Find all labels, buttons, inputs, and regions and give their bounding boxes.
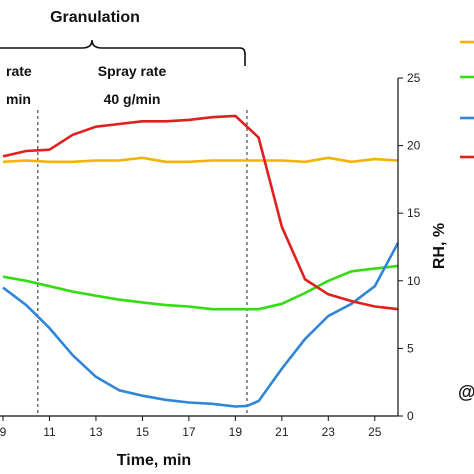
x-tick-label: 13: [89, 425, 103, 439]
phase-dividers: [37, 110, 248, 416]
series-line-3: [2, 114, 399, 311]
x-tick-label: 11: [43, 425, 56, 439]
left-segment-line1: rate: [6, 63, 32, 79]
right-segment-line2: 40 g/min: [104, 91, 161, 107]
series-layer: [2, 114, 400, 408]
x-tick-label: 21: [275, 425, 289, 439]
right-segment-line1: Spray rate: [98, 63, 167, 79]
x-tick-label: 23: [322, 425, 336, 439]
left-segment-line2: min: [6, 91, 31, 107]
x-tick-label: 9: [0, 425, 7, 439]
x-tick-label: 15: [136, 425, 150, 439]
x-tick-label: 19: [229, 425, 243, 439]
x-ticks: 9 11 13 15 17 19 21 23 25: [0, 416, 382, 439]
phase-label: Granulation: [50, 9, 140, 26]
y2-tick-label: 25: [407, 71, 421, 85]
granulation-brace: [0, 39, 246, 66]
x-tick-label: 25: [368, 425, 382, 439]
y2-tick-label: 5: [407, 341, 414, 355]
legend-partial-text: @: [458, 382, 474, 402]
y2-tick-label: 0: [407, 409, 414, 423]
series-line-2: [2, 242, 400, 408]
series-line-1: [2, 264, 399, 311]
legend: [460, 40, 474, 159]
series-line-0: [2, 156, 399, 164]
x-tick-label: 17: [182, 425, 196, 439]
y2-tick-label: 10: [407, 274, 421, 288]
right-y-ticks: 0 5 10 15 20 25: [398, 71, 421, 423]
x-axis-label: Time, min: [117, 452, 191, 469]
y2-tick-label: 20: [407, 139, 421, 153]
y2-tick-label: 15: [407, 206, 421, 220]
right-y-axis-label: RH, %: [431, 223, 448, 269]
